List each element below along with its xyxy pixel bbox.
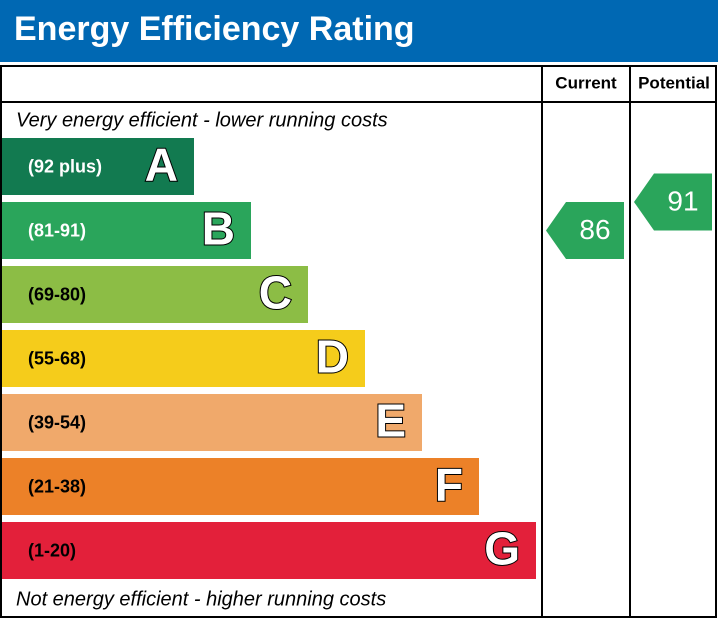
band-letter: A [145, 139, 178, 191]
bottom-note: Not energy efficient - higher running co… [16, 588, 386, 610]
rating-arrow-shape [634, 173, 712, 231]
band-range: (39-54) [28, 412, 86, 432]
rating-arrow-shape [546, 202, 624, 259]
chart-title: Energy Efficiency Rating [14, 10, 415, 48]
band-letter: B [202, 203, 235, 255]
band-bar [2, 522, 536, 579]
title-bar [0, 0, 718, 62]
rating-arrow: 86 [546, 202, 624, 259]
band-range: (21-38) [28, 476, 86, 496]
band-bar [2, 330, 365, 387]
band-range: (69-80) [28, 284, 86, 304]
band-letter: E [375, 395, 406, 447]
band-bar [2, 266, 308, 323]
band-range: (1-20) [28, 540, 76, 560]
band-bar [2, 394, 422, 451]
band-range: (81-91) [28, 220, 86, 240]
rating-value: 91 [667, 185, 698, 216]
top-note: Very energy efficient - lower running co… [16, 109, 388, 131]
band-bar [2, 138, 194, 195]
band-range: (55-68) [28, 348, 86, 368]
band-letter: D [316, 331, 349, 383]
band-letter: F [435, 459, 463, 511]
band-bar [2, 458, 479, 515]
band-letter: C [259, 267, 292, 319]
band-bar [2, 202, 251, 259]
rating-value: 86 [579, 214, 610, 245]
column-header: Current [555, 73, 617, 92]
band-letter: G [484, 523, 520, 575]
column-header: Potential [638, 73, 710, 92]
rating-arrow: 91 [634, 173, 712, 231]
band-range: (92 plus) [28, 156, 102, 176]
